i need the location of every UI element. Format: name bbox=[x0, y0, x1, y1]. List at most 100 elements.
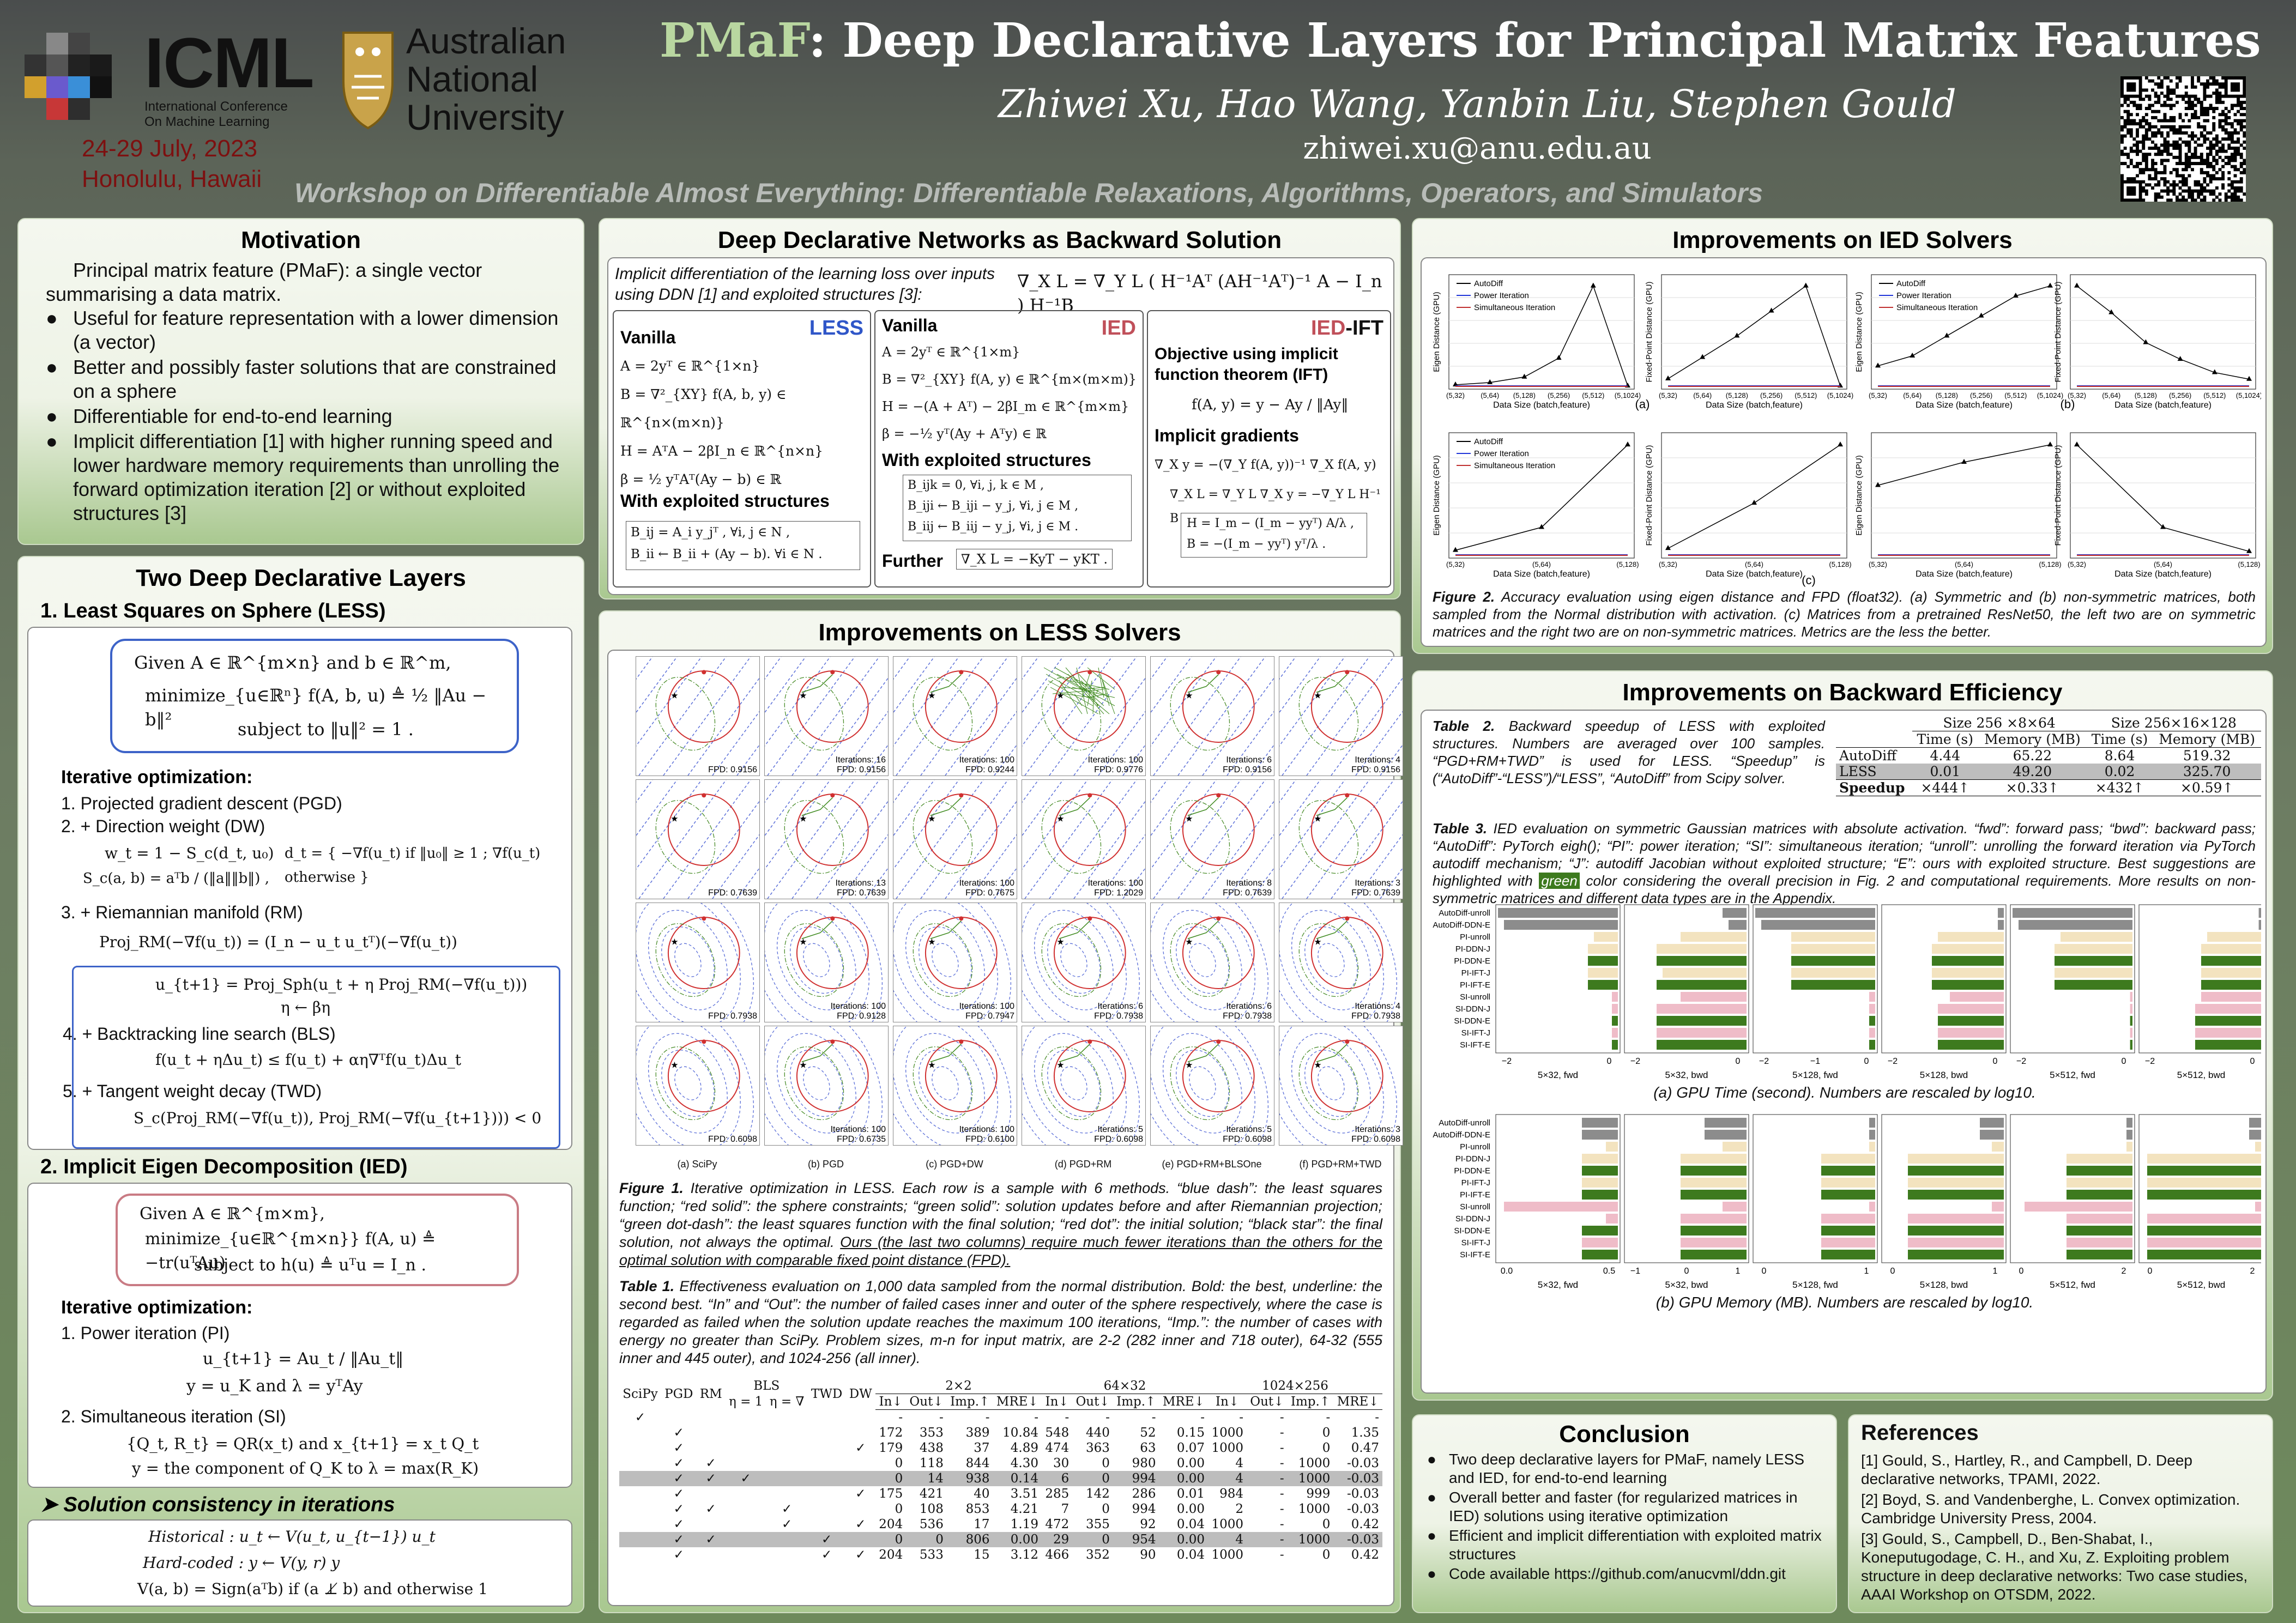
qr-module bbox=[2129, 85, 2133, 89]
qr-module bbox=[2132, 165, 2136, 168]
table1-check-cell: ✓ bbox=[673, 1502, 684, 1516]
qr-module bbox=[2221, 76, 2225, 80]
qr-module bbox=[2218, 122, 2222, 126]
x-tick-label: 0 bbox=[1890, 1267, 1895, 1276]
qr-module bbox=[2206, 113, 2209, 117]
least-squares-contour bbox=[803, 1066, 830, 1100]
least-squares-line bbox=[816, 677, 888, 776]
qr-module bbox=[2224, 131, 2228, 135]
qr-module bbox=[2206, 147, 2209, 150]
qr-module bbox=[2224, 85, 2228, 89]
final-ls-contour bbox=[1170, 677, 1230, 751]
qr-module bbox=[2230, 198, 2234, 202]
qr-module bbox=[2129, 159, 2133, 162]
qr-module bbox=[2154, 125, 2158, 129]
final-ls-contour bbox=[655, 800, 716, 874]
bar-group: −2 −1 05×128, fwd bbox=[1753, 904, 1878, 1080]
x-tick-label: (5,1024) bbox=[1615, 391, 1641, 399]
ddn-content: Implicit differentiation of the learning… bbox=[607, 257, 1394, 595]
least-squares-contour bbox=[1022, 1026, 1140, 1145]
qr-module bbox=[2154, 94, 2158, 98]
qr-module bbox=[2203, 82, 2207, 86]
qr-module bbox=[2197, 192, 2201, 196]
qr-module bbox=[2197, 183, 2201, 187]
bar bbox=[2055, 944, 2132, 954]
table1-check-cell bbox=[808, 1440, 846, 1456]
qr-module bbox=[2233, 149, 2237, 153]
qr-module bbox=[2221, 82, 2225, 86]
bar bbox=[1992, 1142, 2004, 1152]
qr-module bbox=[2166, 140, 2170, 144]
iteration-label: FPD: 0.9156 bbox=[837, 765, 886, 774]
qr-module bbox=[2166, 119, 2170, 123]
table1-check-cell bbox=[619, 1532, 661, 1547]
qr-module bbox=[2212, 122, 2216, 126]
qr-module bbox=[2172, 147, 2176, 150]
least-squares-line bbox=[1151, 657, 1168, 680]
plot-frame bbox=[1448, 432, 1635, 559]
least-squares-contour bbox=[1151, 1026, 1269, 1145]
x-tick-label: −2 bbox=[1888, 1057, 1898, 1066]
update-path bbox=[1316, 797, 1348, 816]
qr-module bbox=[2163, 104, 2167, 107]
least-squares-contour bbox=[636, 903, 754, 1022]
panel-label: (b) bbox=[2061, 397, 2075, 411]
poster-title: PMaF: Deep Declarative Layers for Princi… bbox=[660, 13, 2261, 68]
qr-module bbox=[2163, 171, 2167, 174]
qr-module bbox=[2166, 143, 2170, 147]
qr-module bbox=[2154, 143, 2158, 147]
final-solution-star-icon: ★ bbox=[1056, 1061, 1064, 1070]
qr-module bbox=[2138, 107, 2142, 111]
autodiff-marker-icon bbox=[2212, 369, 2218, 374]
least-squares-line bbox=[765, 657, 806, 713]
bullet-dot-icon: ● bbox=[46, 430, 58, 452]
final-solution-star-icon: ★ bbox=[799, 937, 807, 947]
bar bbox=[2126, 1130, 2132, 1140]
bar bbox=[2258, 920, 2261, 930]
table1-bls-sub: η = 1 bbox=[729, 1395, 763, 1409]
ift-eq3: ∇_X L = ∇_Y L ∇_X y = −∇_Y L H⁻¹ B bbox=[1170, 488, 1381, 525]
qr-module bbox=[2233, 168, 2237, 172]
bullet-dot-icon: ● bbox=[1427, 1489, 1436, 1506]
table1-value-cell: 92 bbox=[1140, 1517, 1156, 1531]
least-squares-line bbox=[1226, 711, 1274, 776]
bar bbox=[1582, 1166, 1618, 1176]
iter-heading: Iterative optimization: bbox=[61, 767, 253, 788]
qr-module bbox=[2243, 131, 2246, 135]
qr-code-icon[interactable] bbox=[2120, 76, 2246, 202]
bar bbox=[1908, 1166, 2004, 1176]
bar-group-label: 5×128, bwd bbox=[1920, 1280, 1968, 1290]
qr-module bbox=[2169, 153, 2173, 156]
qr-module bbox=[2209, 192, 2213, 196]
table1-value-cell: 3.12 bbox=[1010, 1548, 1038, 1562]
least-squares-contour bbox=[648, 910, 728, 1010]
x-tick-label: 0 bbox=[1993, 1057, 1998, 1066]
qr-module bbox=[2206, 85, 2209, 89]
iteration-label: FPD: 0.7938 bbox=[708, 1012, 757, 1021]
final-ls-contour bbox=[913, 800, 973, 874]
qr-module bbox=[2169, 143, 2173, 147]
qr-module bbox=[2237, 189, 2240, 193]
table2-corner bbox=[1836, 731, 1912, 748]
least-squares-contour bbox=[803, 943, 830, 977]
qr-module bbox=[2120, 85, 2124, 89]
table1-check-cell bbox=[766, 1471, 808, 1486]
ift-box: H = I_m − (I_m − yyᵀ) A/λ , B = −(I_m − … bbox=[1181, 513, 1367, 558]
qr-module bbox=[2212, 189, 2216, 193]
table1-value-cell: 353 bbox=[919, 1426, 944, 1440]
update-path bbox=[1059, 1044, 1090, 1063]
least-squares-contour bbox=[776, 1033, 856, 1134]
table1-value-cell: 90 bbox=[1140, 1548, 1156, 1562]
final-solution-star-icon: ★ bbox=[928, 814, 935, 823]
qr-module bbox=[2138, 94, 2142, 98]
qr-pattern bbox=[2120, 76, 2246, 202]
qr-module bbox=[2237, 131, 2240, 135]
qr-module bbox=[2230, 186, 2234, 190]
table1-value-cell: 0 bbox=[1322, 1548, 1331, 1562]
qr-module bbox=[2138, 125, 2142, 129]
table1-check-cell: ✓ bbox=[705, 1533, 716, 1547]
qr-module bbox=[2221, 113, 2225, 117]
conclusion-bullets: ● Two deep declarative layers for PMaF, n… bbox=[1427, 1450, 1825, 1584]
